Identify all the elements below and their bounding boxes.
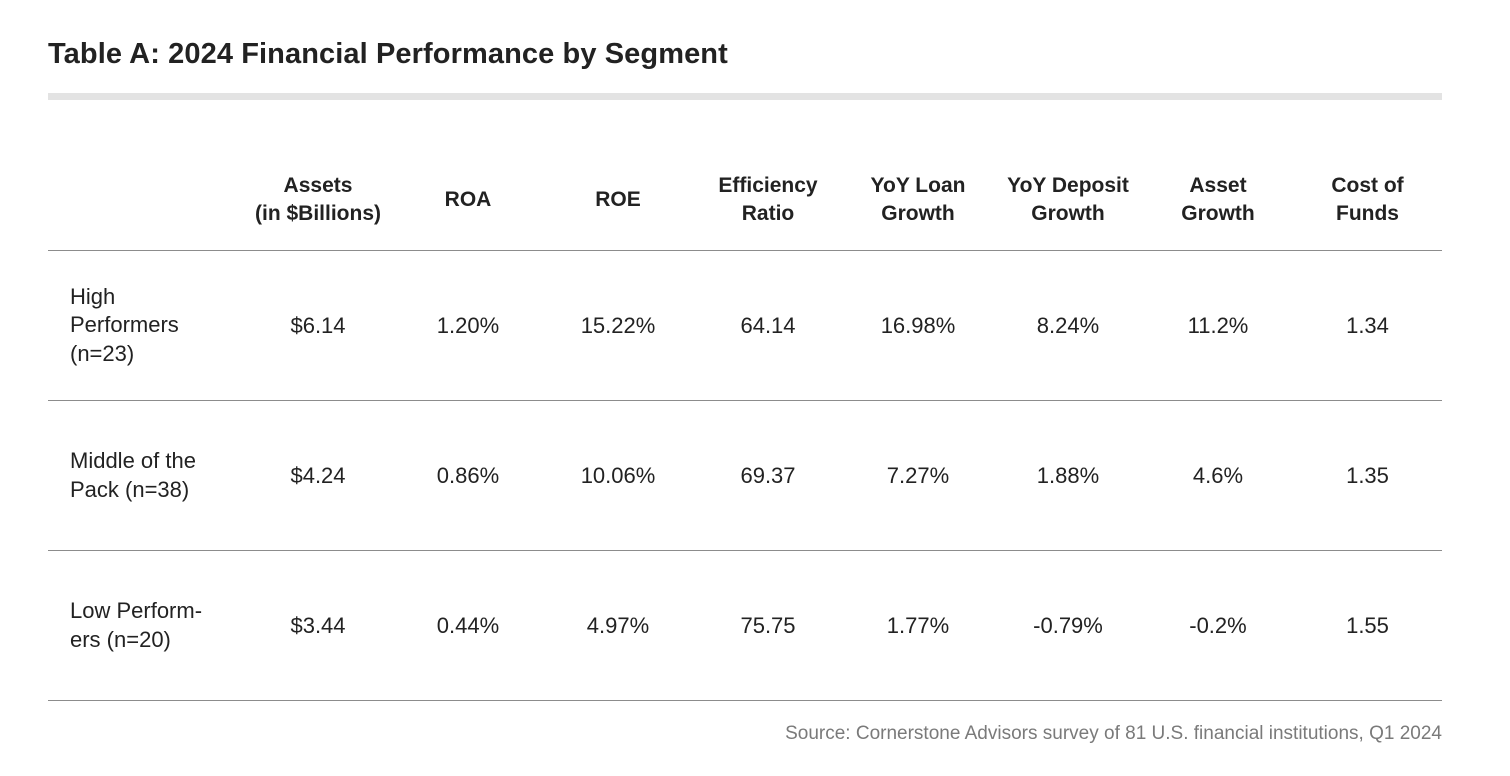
row-label: High Performers (n=23) [48, 283, 243, 369]
table-row-low-performers: Low Perform- ers (n=20) $3.44 0.44% 4.97… [48, 551, 1442, 701]
header-cost-line2: Funds [1336, 202, 1399, 225]
header-asset-growth-line1: Asset [1189, 174, 1247, 197]
table-row-middle-of-the-pack: Middle of the Pack (n=38) $4.24 0.86% 10… [48, 401, 1442, 551]
cell-yoy-loan-growth: 7.27% [886, 462, 950, 488]
cell-yoy-deposit-growth: 8.24% [1036, 312, 1100, 338]
header-efficiency-ratio: Efficiency Ratio [693, 172, 843, 228]
header-assets: Assets (in $Billions) [243, 172, 393, 228]
cell-yoy-deposit-growth: -0.79% [1033, 612, 1103, 638]
header-efficiency-line2: Ratio [741, 202, 795, 225]
cell-yoy-loan-growth: 1.77% [886, 612, 950, 638]
header-roa: ROA [393, 186, 543, 214]
row-label-line: Low Perform- [70, 598, 203, 623]
cell-yoy-loan-growth: 16.98% [880, 312, 956, 338]
cell-roe: 4.97% [586, 612, 650, 638]
header-roa-line1: ROA [444, 188, 492, 211]
cell-roa: 0.86% [436, 462, 500, 488]
cell-asset-growth: -0.2% [1189, 612, 1247, 638]
cell-cost-of-funds: 1.35 [1346, 462, 1389, 488]
header-assets-line1: Assets [283, 174, 353, 197]
row-label: Middle of the Pack (n=38) [48, 447, 243, 504]
cell-assets: $3.44 [290, 612, 346, 638]
cell-asset-growth: 4.6% [1192, 462, 1244, 488]
header-yoy-loan-growth: YoY Loan Growth [843, 172, 993, 228]
cell-efficiency-ratio: 75.75 [740, 612, 796, 638]
cell-efficiency-ratio: 69.37 [740, 462, 796, 488]
row-label-line: Pack (n=38) [70, 476, 190, 502]
header-yoy-deposit-growth: YoY Deposit Growth [993, 172, 1143, 228]
cell-yoy-deposit-growth: 1.88% [1036, 462, 1100, 488]
cell-assets: $4.24 [290, 462, 346, 488]
header-roe-line1: ROE [595, 188, 641, 211]
header-roe: ROE [543, 186, 693, 214]
header-assets-line2: (in $Billions) [255, 202, 381, 225]
row-label-line: Performers [70, 312, 179, 338]
header-efficiency-line1: Efficiency [718, 174, 818, 197]
header-deposit-line2: Growth [1031, 202, 1105, 225]
header-deposit-line1: YoY Deposit [1007, 174, 1129, 197]
row-label: Low Perform- ers (n=20) [48, 597, 243, 654]
cell-cost-of-funds: 1.34 [1346, 312, 1389, 338]
header-loan-line2: Growth [881, 202, 955, 225]
row-label-line: ers (n=20) [70, 626, 171, 652]
row-label-line: Middle of the [70, 448, 196, 473]
header-cost-line1: Cost of [1331, 174, 1404, 197]
table-row-high-performers: High Performers (n=23) $6.14 1.20% 15.22… [48, 251, 1442, 401]
source-note: Source: Cornerstone Advisors survey of 8… [785, 723, 1442, 744]
cell-efficiency-ratio: 64.14 [740, 312, 796, 338]
cell-asset-growth: 11.2% [1187, 312, 1249, 338]
header-loan-line1: YoY Loan [870, 174, 966, 197]
cell-roe: 10.06% [580, 462, 656, 488]
table-header-row: Assets (in $Billions) ROA ROE Efficiency… [48, 150, 1442, 251]
title-divider [48, 93, 1442, 100]
table-title: Table A: 2024 Financial Performance by S… [48, 38, 728, 70]
cell-assets: $6.14 [290, 312, 346, 338]
header-cost-of-funds: Cost of Funds [1293, 172, 1442, 228]
cell-cost-of-funds: 1.55 [1346, 612, 1389, 638]
cell-roe: 15.22% [580, 312, 656, 338]
row-label-line: (n=23) [70, 340, 135, 366]
cell-roa: 1.20% [436, 312, 500, 338]
row-label-line: High [70, 283, 116, 309]
header-asset-growth-line2: Growth [1181, 202, 1255, 225]
header-asset-growth: Asset Growth [1143, 172, 1293, 228]
cell-roa: 0.44% [436, 612, 500, 638]
performance-table: Assets (in $Billions) ROA ROE Efficiency… [48, 150, 1442, 701]
